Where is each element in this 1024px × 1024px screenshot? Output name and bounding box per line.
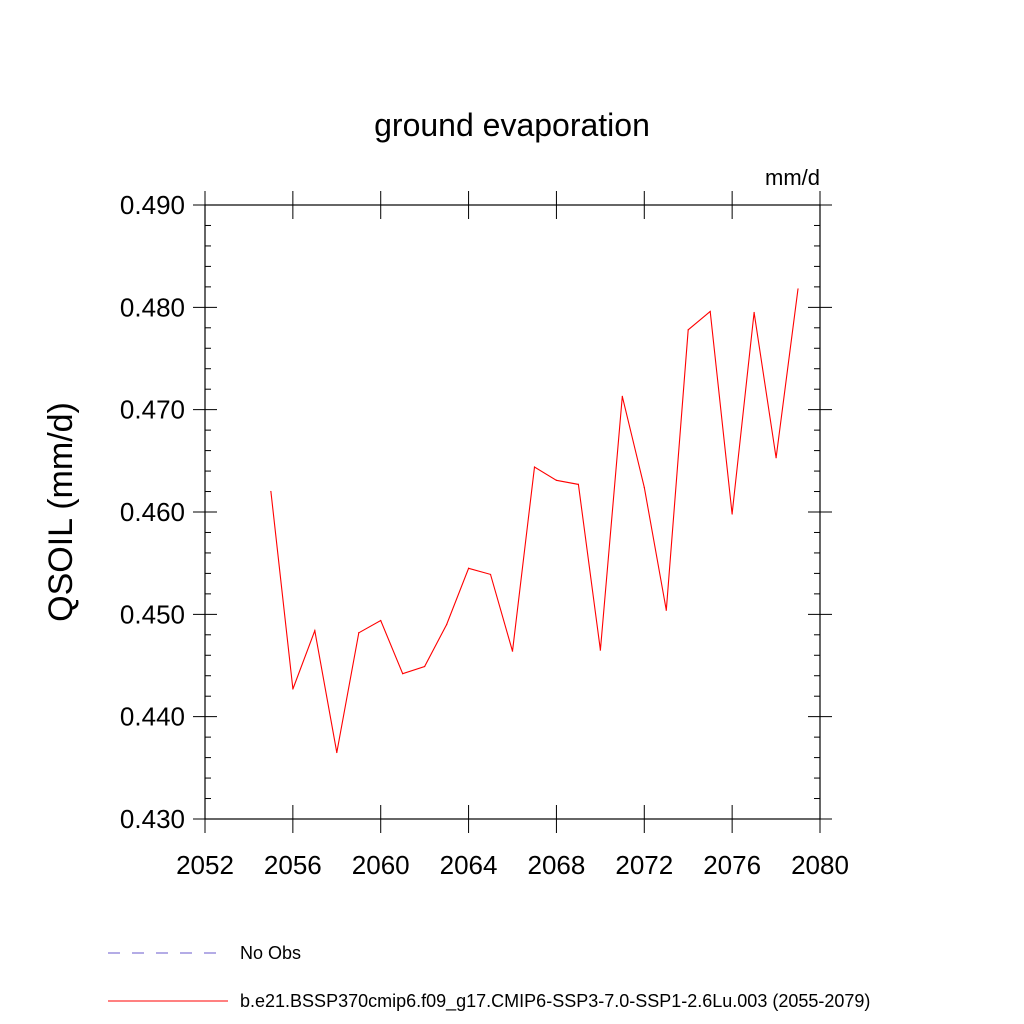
y-axis-label: QSOIL (mm/d)	[42, 402, 80, 622]
x-tick-label: 2064	[440, 850, 498, 880]
x-tick-label: 2060	[352, 850, 410, 880]
data-point	[358, 632, 360, 634]
x-tick-label: 2076	[703, 850, 761, 880]
legend-label-no-obs: No Obs	[240, 943, 301, 963]
data-point	[643, 486, 645, 489]
data-point	[446, 623, 448, 626]
series-line	[270, 288, 799, 753]
y-tick-label: 0.490	[120, 190, 185, 220]
data-point	[731, 513, 733, 515]
data-point	[687, 329, 689, 331]
chart-title: ground evaporation	[374, 107, 650, 143]
data-point	[577, 483, 579, 485]
axis-ticks	[193, 191, 832, 833]
data-point	[797, 288, 799, 290]
data-point	[402, 673, 404, 675]
plot-frame	[204, 204, 821, 820]
y-tick-label: 0.450	[120, 599, 185, 629]
data-point	[555, 479, 558, 481]
data-point	[533, 466, 536, 468]
data-point	[424, 665, 426, 668]
data-point	[511, 650, 514, 652]
data-point	[621, 395, 623, 397]
x-tick-label: 2080	[791, 850, 849, 880]
data-point	[467, 567, 470, 569]
y-tick-label: 0.470	[120, 395, 185, 425]
legend-label-series: b.e21.BSSP370cmip6.f09_g17.CMIP6-SSP3-7.…	[240, 991, 870, 1012]
data-point	[775, 457, 777, 459]
data-point	[292, 688, 294, 690]
series-layer	[270, 288, 799, 754]
legend: No Obs b.e21.BSSP370cmip6.f09_g17.CMIP6-…	[108, 943, 870, 1012]
data-point	[314, 630, 316, 632]
x-tick-labels: 2052 2056 2060 2064 2068 2072 2076 2080	[176, 850, 849, 880]
y-tick-labels: 0.430 0.440 0.450 0.460 0.470 0.480 0.490	[120, 190, 185, 834]
units-label: mm/d	[765, 165, 820, 190]
x-tick-label: 2068	[528, 850, 586, 880]
data-point	[709, 310, 711, 313]
x-tick-label: 2072	[615, 850, 673, 880]
y-tick-label: 0.480	[120, 292, 185, 322]
x-tick-label: 2052	[176, 850, 234, 880]
x-tick-label: 2056	[264, 850, 322, 880]
y-tick-label: 0.460	[120, 497, 185, 527]
data-point	[489, 573, 492, 576]
data-point	[380, 619, 382, 622]
y-tick-label: 0.440	[120, 702, 185, 732]
data-point	[665, 609, 667, 611]
data-point	[753, 311, 755, 314]
data-point	[336, 751, 338, 754]
data-point	[270, 490, 272, 493]
y-tick-label: 0.430	[120, 804, 185, 834]
data-point	[599, 649, 601, 651]
